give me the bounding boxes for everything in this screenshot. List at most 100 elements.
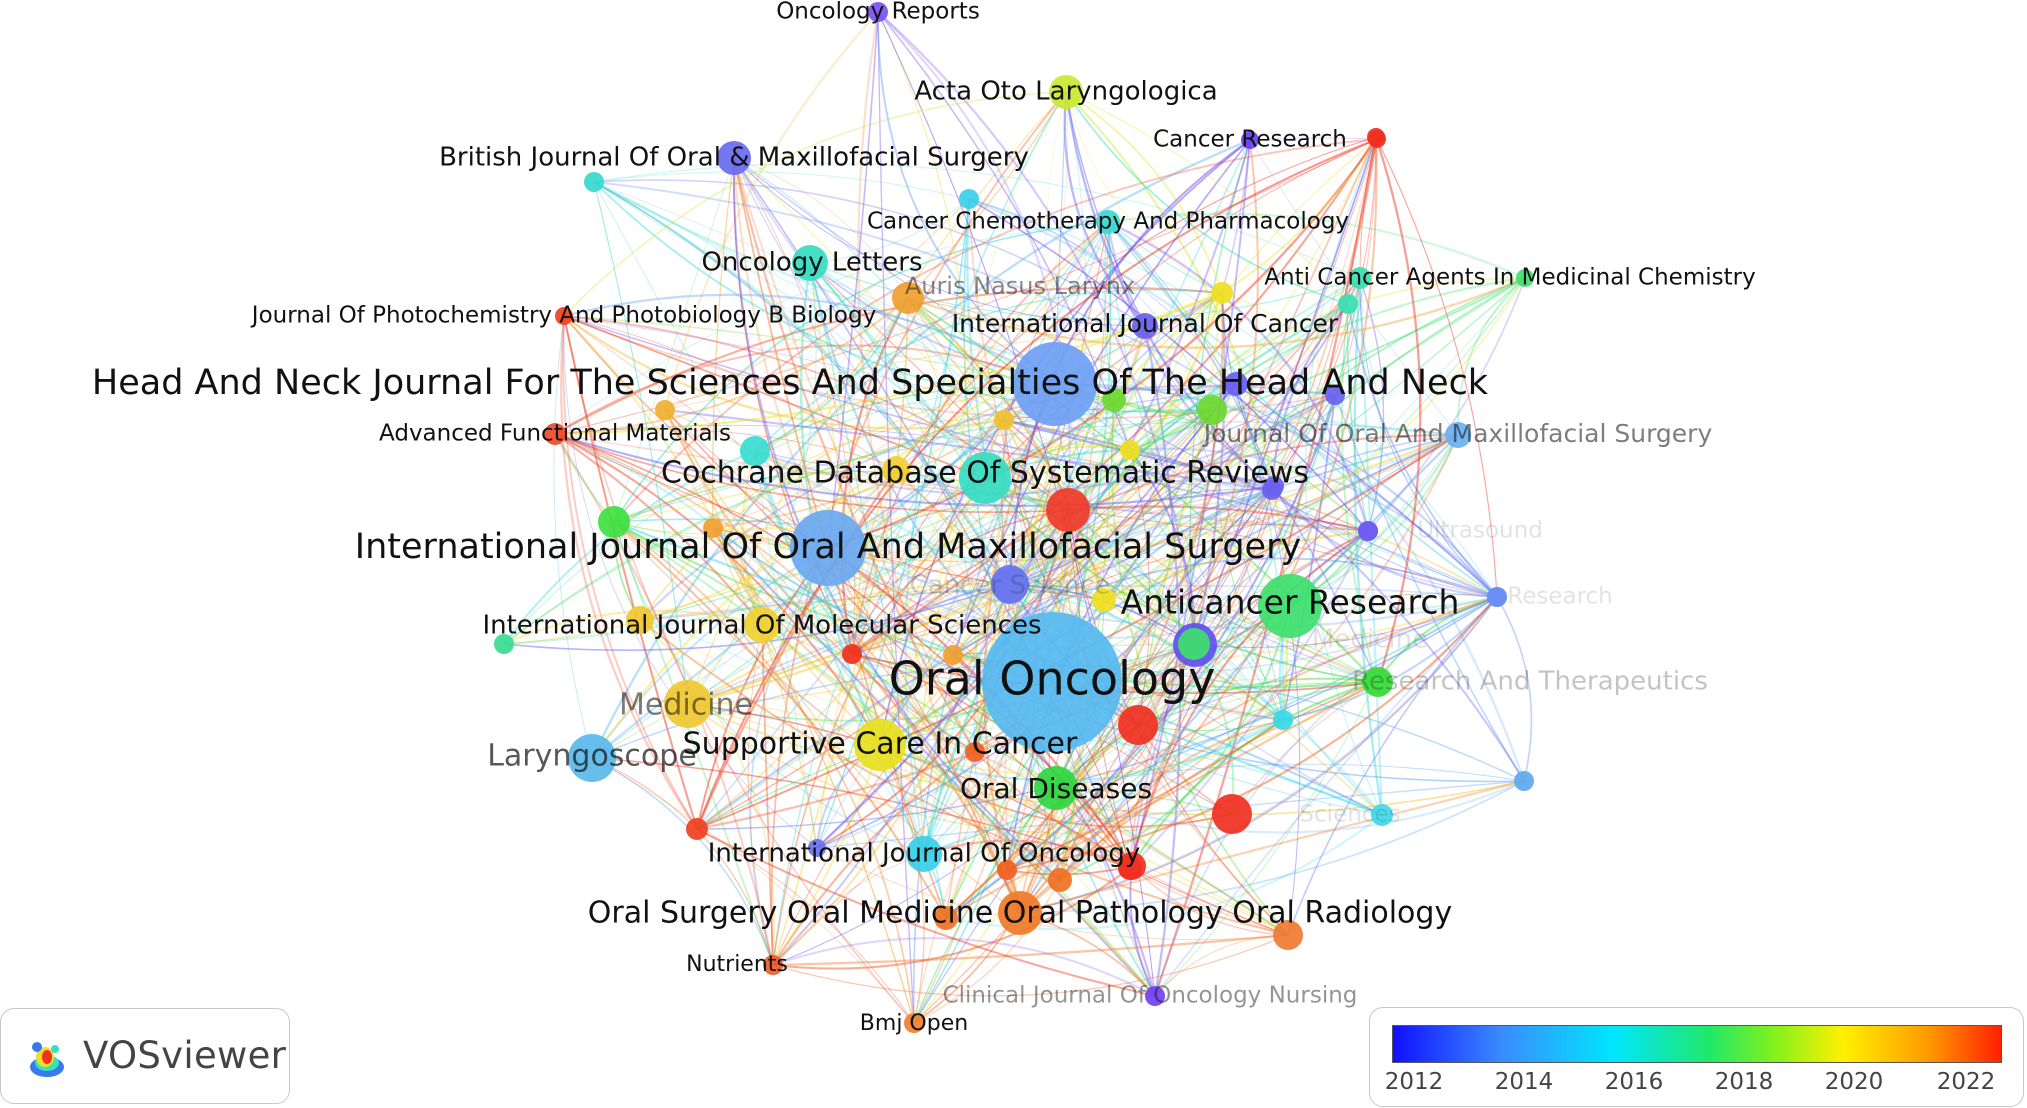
journal-node[interactable] [1514, 771, 1534, 791]
journal-node-2[interactable] [790, 510, 866, 586]
journal-node[interactable] [584, 172, 604, 192]
journal-node-14[interactable] [1049, 75, 1083, 109]
journal-node[interactable] [842, 644, 862, 664]
citation-link [827, 546, 1498, 630]
journal-label-29: Research [1507, 584, 1613, 610]
citation-link [613, 297, 909, 523]
journal-node[interactable] [934, 906, 958, 930]
journal-node[interactable] [740, 436, 770, 466]
citation-link [1129, 277, 1526, 451]
journal-node[interactable] [1273, 710, 1293, 730]
journal-node[interactable] [994, 410, 1014, 430]
journal-node-3[interactable] [1258, 574, 1322, 638]
journal-node-30[interactable] [1178, 628, 1210, 660]
citation-link [696, 138, 1378, 830]
citation-link [1137, 681, 1379, 732]
journal-node[interactable] [1338, 294, 1358, 314]
citation-link [1129, 276, 1526, 451]
journal-node-4[interactable] [959, 452, 1011, 504]
journal-node[interactable] [1197, 395, 1227, 425]
journal-node[interactable] [1120, 440, 1140, 460]
journal-node-12[interactable] [792, 245, 828, 281]
citation-link [1137, 596, 1498, 726]
citation-link [554, 297, 909, 436]
citation-link [563, 315, 986, 479]
journal-node[interactable] [1048, 868, 1072, 892]
journal-node-28[interactable] [1358, 521, 1378, 541]
citation-link [554, 292, 1223, 436]
journal-node[interactable] [1224, 372, 1248, 396]
journal-node-19[interactable] [555, 307, 573, 325]
journal-node-8[interactable] [568, 734, 616, 782]
journal-node-13[interactable] [717, 141, 751, 175]
citation-link [912, 383, 1056, 1024]
journal-node[interactable] [1211, 282, 1233, 304]
journal-node[interactable] [598, 506, 630, 538]
journal-node-22[interactable] [544, 423, 566, 445]
citation-link [952, 383, 1237, 656]
journal-node[interactable] [1118, 705, 1158, 745]
journal-node-26[interactable] [904, 1013, 924, 1033]
journal-node-5[interactable] [998, 891, 1042, 935]
journal-node[interactable] [1516, 269, 1534, 287]
journal-node[interactable] [882, 456, 910, 484]
journal-node-21[interactable] [1132, 313, 1158, 339]
citation-link [591, 757, 915, 1024]
journal-node[interactable] [1092, 588, 1116, 612]
journal-node[interactable] [1367, 128, 1385, 146]
journal-node-7[interactable] [1034, 766, 1078, 810]
journal-node[interactable] [1273, 920, 1303, 950]
journal-node-9[interactable] [664, 680, 712, 728]
citation-link [907, 276, 1526, 349]
citation-link [809, 262, 947, 919]
journal-node[interactable] [1262, 480, 1282, 500]
journal-node-0[interactable] [982, 612, 1122, 752]
journal-node-16[interactable] [1241, 131, 1259, 149]
journal-node[interactable] [686, 818, 708, 840]
journal-node[interactable] [626, 606, 654, 634]
citation-link [1359, 136, 1377, 279]
journal-node[interactable] [1102, 388, 1126, 412]
journal-node-1[interactable] [1013, 342, 1097, 426]
journal-node-10[interactable] [744, 607, 780, 643]
journal-node[interactable] [1046, 488, 1090, 532]
journal-node-29[interactable] [1487, 587, 1507, 607]
citation-link [1129, 138, 1378, 451]
journal-node-24[interactable] [992, 568, 1028, 604]
citation-link [1019, 596, 1498, 914]
journal-node[interactable] [959, 189, 979, 209]
citation-link [754, 394, 1336, 496]
journal-node-23[interactable] [1445, 422, 1471, 448]
citation-link [554, 432, 1275, 507]
journal-node-31[interactable] [1362, 668, 1390, 696]
journal-node[interactable] [494, 634, 514, 654]
citation-link [968, 198, 1289, 936]
citation-link [1018, 277, 1361, 914]
journal-node[interactable] [965, 742, 985, 762]
journal-node[interactable] [703, 518, 723, 538]
citation-link [712, 527, 1156, 997]
journal-node-11[interactable] [906, 836, 942, 872]
journal-node-20[interactable] [892, 282, 924, 314]
citation-link [1271, 489, 1498, 598]
journal-node[interactable] [943, 645, 963, 665]
journal-node-25[interactable] [763, 955, 783, 975]
journal-node-15[interactable] [868, 2, 888, 22]
journal-node-32[interactable] [1371, 804, 1393, 826]
journal-node-18[interactable] [1349, 267, 1371, 289]
citation-link [1129, 530, 1369, 869]
tick-2016: 2016 [1604, 1069, 1664, 1095]
journal-node[interactable] [997, 860, 1017, 880]
journal-node[interactable] [655, 400, 675, 420]
journal-node[interactable] [808, 839, 826, 857]
citation-link [1154, 596, 1498, 997]
journal-node[interactable] [1325, 385, 1345, 405]
journal-node-17[interactable] [1096, 210, 1120, 234]
tick-2018: 2018 [1714, 1069, 1774, 1095]
journal-node-6[interactable] [854, 719, 906, 771]
citation-link [593, 181, 853, 655]
journal-node[interactable] [1212, 794, 1252, 834]
journal-node-27[interactable] [1145, 986, 1165, 1006]
journal-node[interactable] [1118, 856, 1142, 880]
citation-link [772, 853, 925, 966]
